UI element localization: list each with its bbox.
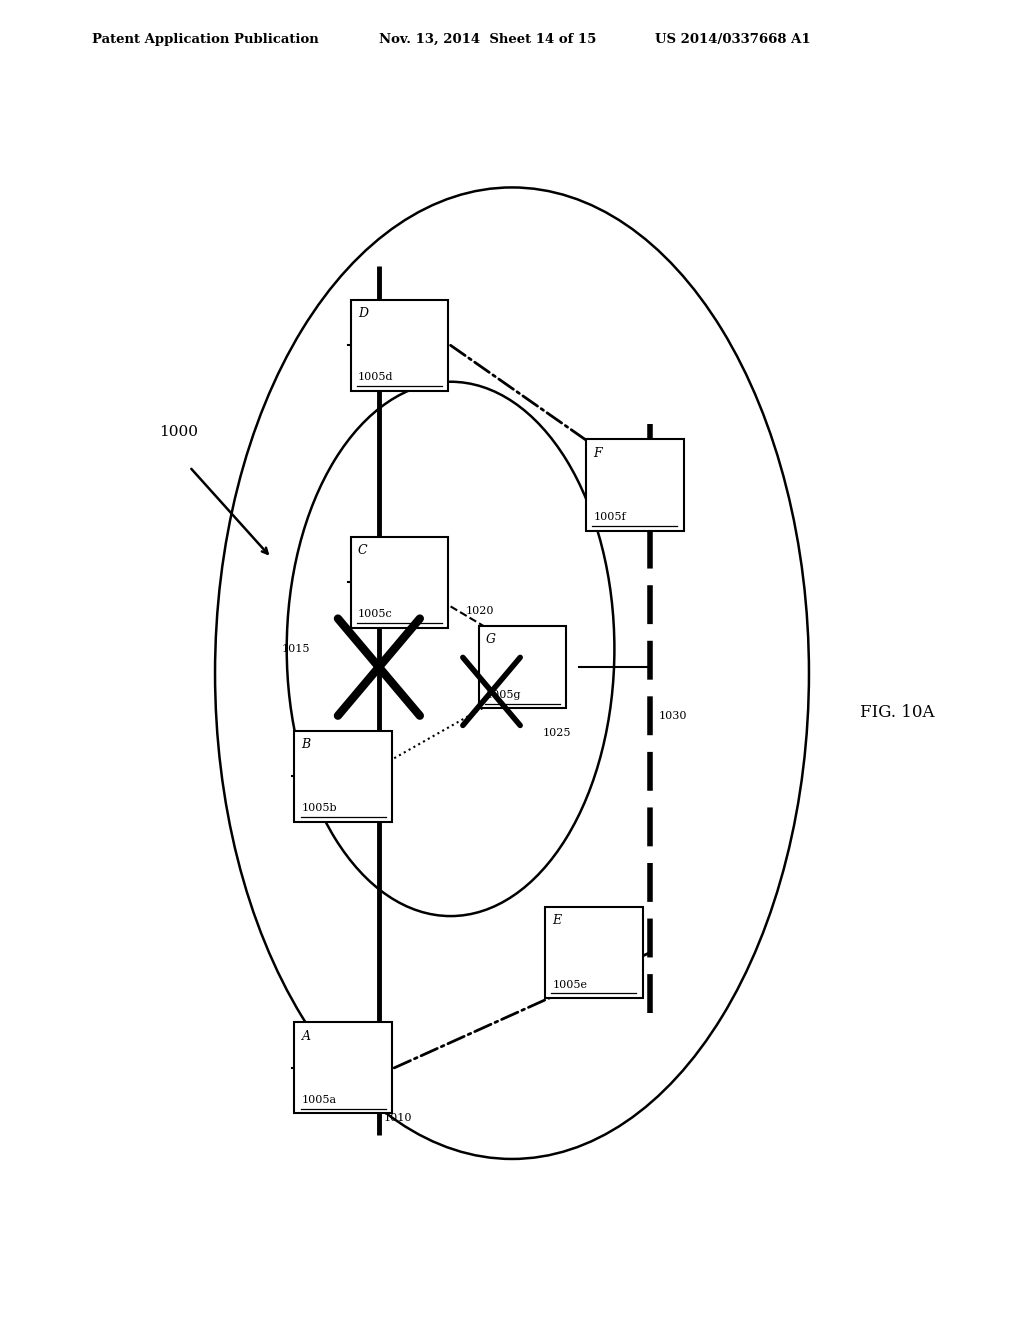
FancyBboxPatch shape <box>586 440 684 531</box>
Text: Patent Application Publication: Patent Application Publication <box>92 33 318 46</box>
Text: FIG. 10A: FIG. 10A <box>860 705 935 721</box>
Text: 1020: 1020 <box>466 606 495 616</box>
Text: 1000: 1000 <box>159 425 198 440</box>
Text: 1005g: 1005g <box>486 690 521 700</box>
Text: G: G <box>486 634 496 645</box>
Text: 1005f: 1005f <box>594 512 626 521</box>
FancyBboxPatch shape <box>350 537 449 627</box>
Text: US 2014/0337668 A1: US 2014/0337668 A1 <box>655 33 811 46</box>
Text: 1005d: 1005d <box>358 372 393 383</box>
Text: 1005a: 1005a <box>302 1094 337 1105</box>
Text: C: C <box>358 544 368 557</box>
Text: F: F <box>594 446 602 459</box>
Text: 1005c: 1005c <box>358 609 392 619</box>
FancyBboxPatch shape <box>350 300 449 391</box>
Text: 1030: 1030 <box>658 710 687 721</box>
FancyBboxPatch shape <box>479 626 565 709</box>
FancyBboxPatch shape <box>545 907 643 998</box>
Text: D: D <box>358 308 368 319</box>
FancyBboxPatch shape <box>295 731 392 822</box>
Text: E: E <box>553 915 561 927</box>
Text: 1010: 1010 <box>384 1113 413 1122</box>
Text: 1025: 1025 <box>543 727 571 738</box>
Text: B: B <box>302 738 310 751</box>
Text: 1005b: 1005b <box>302 804 337 813</box>
Text: 1005e: 1005e <box>553 979 588 990</box>
Text: 1015: 1015 <box>282 644 310 653</box>
FancyBboxPatch shape <box>295 1022 392 1114</box>
Text: A: A <box>302 1030 310 1043</box>
Text: Nov. 13, 2014  Sheet 14 of 15: Nov. 13, 2014 Sheet 14 of 15 <box>379 33 596 46</box>
